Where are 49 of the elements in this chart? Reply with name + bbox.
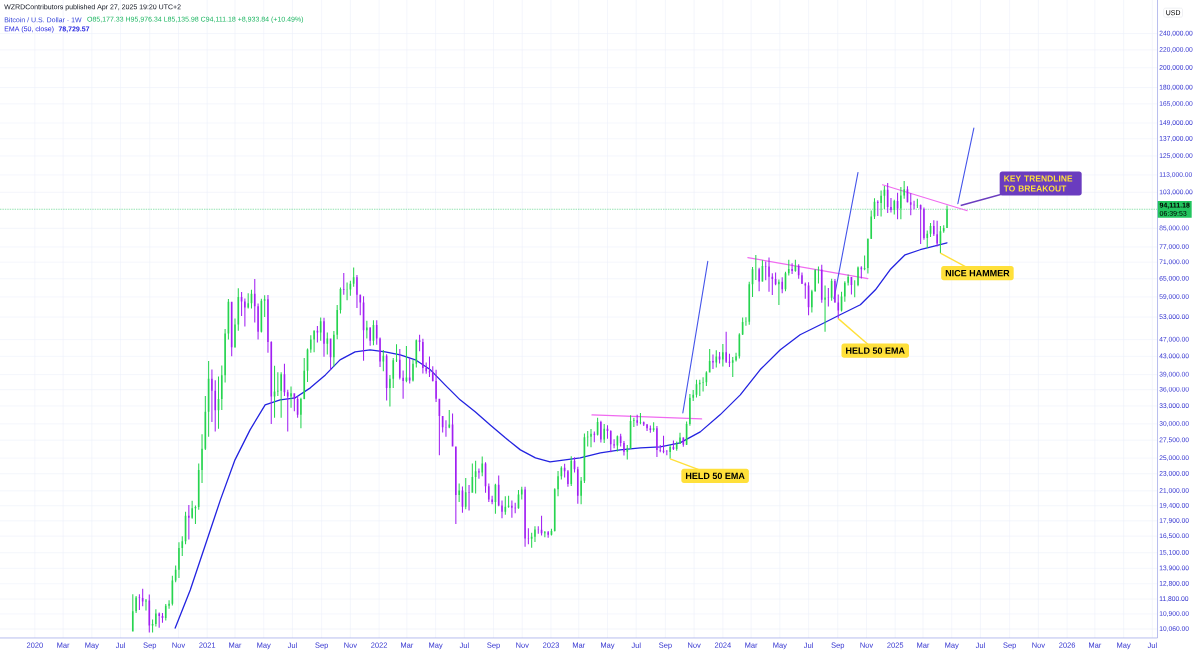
candlestick — [665, 450, 668, 456]
candlestick — [408, 358, 411, 384]
candlestick — [445, 420, 447, 437]
candlestick — [158, 612, 161, 628]
candlestick — [395, 344, 398, 363]
candlestick — [817, 266, 820, 284]
candlestick — [916, 198, 919, 208]
candlestick — [138, 594, 141, 611]
candlestick — [478, 468, 480, 479]
candlestick — [188, 504, 190, 540]
candlestick — [145, 599, 147, 611]
candlestick — [633, 417, 635, 428]
candlestick — [853, 280, 856, 298]
candlestick — [290, 386, 292, 408]
candlestick — [731, 356, 734, 378]
candlestick — [593, 431, 596, 443]
candlestick — [679, 432, 681, 445]
candlestick — [511, 500, 513, 518]
annotation: KEY TRENDLINE TO BREAKOUT — [1003, 175, 1073, 192]
candlestick — [346, 282, 348, 301]
candlestick — [277, 372, 279, 397]
candlestick — [468, 485, 470, 511]
candlestick — [286, 389, 289, 432]
candlestick — [824, 285, 826, 332]
candlestick — [745, 317, 747, 326]
candlestick — [804, 282, 807, 299]
candlestick — [547, 531, 549, 538]
annotation: NICE HAMMER — [945, 269, 1010, 277]
candlestick — [527, 528, 530, 545]
candlestick — [702, 377, 704, 392]
candlestick — [514, 502, 517, 514]
candlestick — [402, 370, 404, 399]
candlestick — [639, 412, 642, 425]
candlestick — [626, 445, 629, 460]
candlestick — [827, 288, 830, 307]
candlestick — [537, 526, 540, 534]
candlestick — [754, 254, 757, 281]
candlestick — [342, 273, 345, 295]
candlestick — [649, 425, 652, 433]
annotation: HELD 50 EMA — [685, 472, 745, 480]
candlestick — [323, 317, 325, 357]
candlestick — [768, 257, 770, 292]
candlestick — [263, 295, 266, 318]
candlestick — [909, 193, 912, 216]
candlestick — [876, 200, 879, 217]
candlestick — [168, 600, 170, 609]
candlestick — [613, 439, 615, 449]
annotation: HELD 50 EMA — [846, 347, 905, 354]
candlestick — [590, 428, 592, 448]
